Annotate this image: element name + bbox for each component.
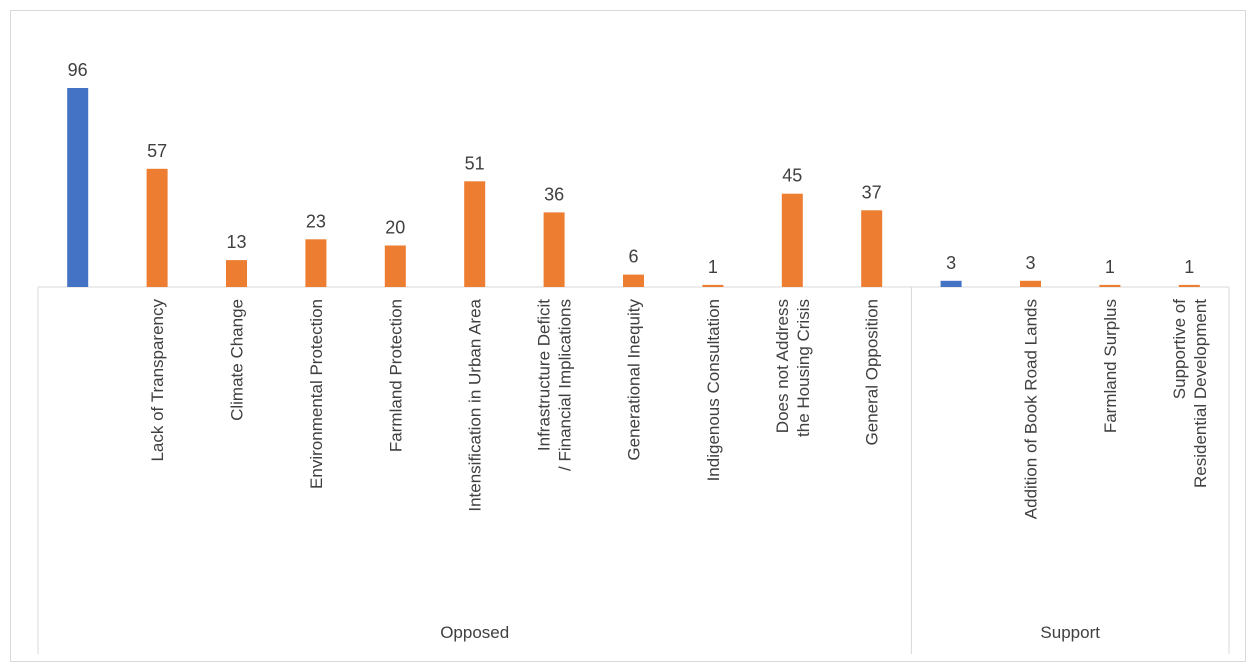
bar xyxy=(226,260,247,287)
bar xyxy=(1020,280,1041,287)
category-labels: Lack of Transparency Climate Change Enviro… xyxy=(148,298,1210,519)
category-label: Indigenous Consultation xyxy=(704,299,723,481)
data-label: 96 xyxy=(68,60,88,80)
group-label: Opposed xyxy=(440,623,509,642)
data-label: 13 xyxy=(226,232,246,252)
category-label: Does not Address the Housing Crisis xyxy=(773,299,813,437)
data-label: 1 xyxy=(1184,257,1194,277)
data-label: 23 xyxy=(306,211,326,231)
category-label: Intensification in Urban Area xyxy=(466,298,485,511)
bar xyxy=(464,181,486,287)
data-label: 3 xyxy=(1025,253,1035,273)
data-label: 57 xyxy=(147,141,167,161)
bar xyxy=(1178,284,1200,287)
data-label: 37 xyxy=(862,182,882,202)
bar xyxy=(623,274,644,287)
bar xyxy=(543,212,565,287)
data-label: 36 xyxy=(544,184,564,204)
category-label: Farmland Protection xyxy=(386,299,405,452)
category-label: Supportive of Residential Development xyxy=(1170,299,1210,488)
category-label: Lack of Transparency xyxy=(148,299,167,462)
category-label: Environmental Protection xyxy=(307,299,326,489)
category-label: General Opposition xyxy=(863,299,882,445)
bar xyxy=(305,239,327,287)
data-label: 51 xyxy=(465,153,485,173)
category-label: Climate Change xyxy=(228,299,247,421)
category-label: Farmland Surplus xyxy=(1101,299,1120,433)
category-label: Infrastructure Deficit / Financial Implic… xyxy=(535,299,575,471)
category-label: Addition of Book Road Lands xyxy=(1022,299,1041,519)
data-label: 1 xyxy=(1105,257,1115,277)
group-label: Support xyxy=(1040,623,1100,642)
data-label: 3 xyxy=(946,253,956,273)
data-label: 1 xyxy=(708,257,718,277)
bar xyxy=(146,168,168,287)
bar xyxy=(702,284,724,287)
bars: 96 57 13 23 20 51 36 6 1 45 37 3 3 1 1 xyxy=(67,60,1200,287)
group-labels: Opposed Support xyxy=(440,623,1100,642)
bar xyxy=(781,193,803,287)
data-label: 45 xyxy=(782,166,802,186)
category-label: Generational Inequity xyxy=(625,299,644,461)
data-label: 6 xyxy=(628,247,638,267)
data-label: 20 xyxy=(385,218,405,238)
bar xyxy=(67,88,89,287)
bar xyxy=(861,210,883,287)
bar xyxy=(1099,284,1121,287)
bar xyxy=(940,280,962,287)
bar xyxy=(384,245,406,287)
